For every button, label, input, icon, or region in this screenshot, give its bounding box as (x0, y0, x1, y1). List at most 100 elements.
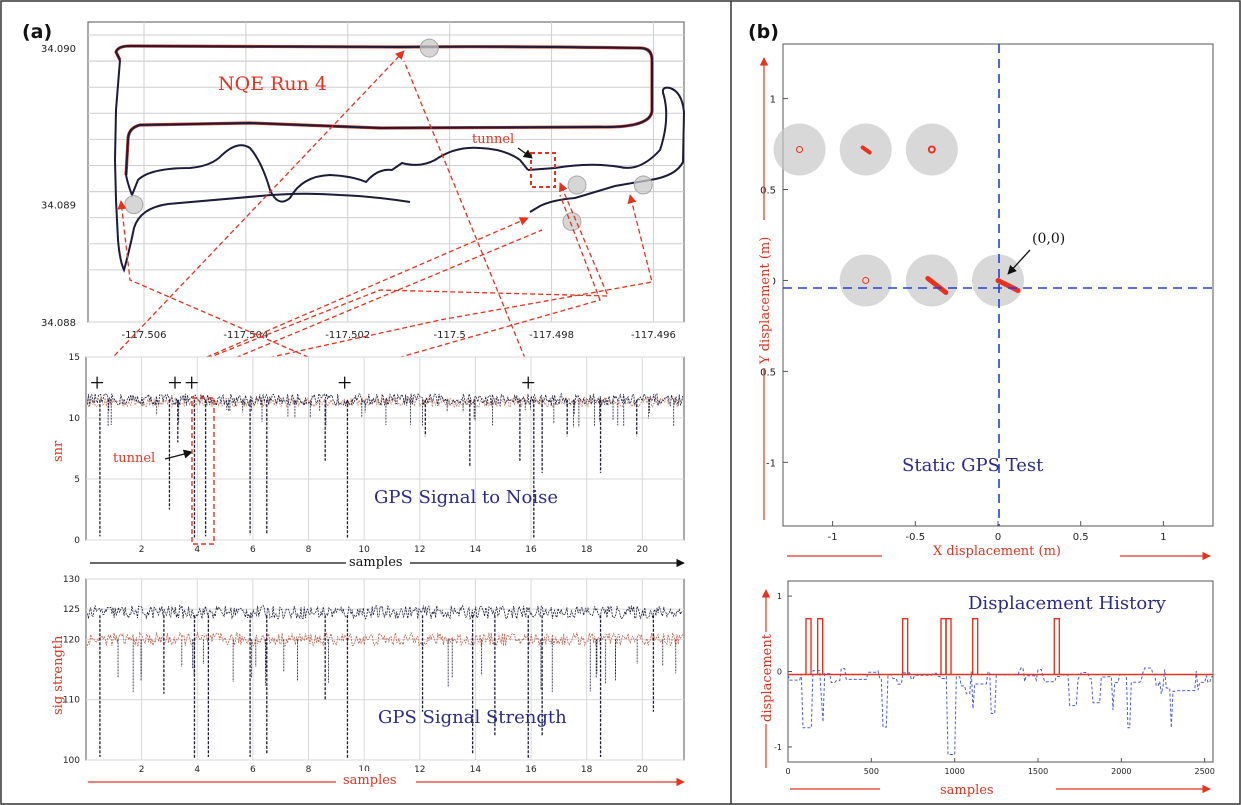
displacement-chart: 0 500 1000 1500 2000 2500 1 0 -1 Displacement Hi… (757, 580, 1215, 798)
strength-x-tick: 18 (581, 765, 593, 775)
disp-x-tick: 2500 (1194, 767, 1214, 776)
static-x-tick: -1 (828, 532, 838, 543)
snr-series (87, 376, 683, 538)
static-position-trace (796, 145, 804, 153)
static-y-tick: -1 (766, 458, 776, 469)
strength-x-tick: 8 (306, 765, 312, 775)
static-ylabel-bg (755, 220, 773, 368)
snr-x-tick: 20 (637, 545, 649, 555)
disp-y-tick: -1 (774, 743, 782, 752)
disp-x-tick: 1000 (944, 767, 964, 776)
strength-series (87, 604, 683, 759)
disp-spike (901, 618, 909, 675)
disp-spike (816, 618, 824, 675)
snr-plus-marker (185, 376, 198, 389)
static-position-trace (860, 145, 872, 155)
snr-x-tick: 4 (194, 545, 200, 555)
map-x-tick: -117.504 (223, 330, 268, 341)
map-chart: -117.506 -117.504 -117.502 -117.5 -117.498 -1… (41, 21, 686, 341)
snr-plus-marker (169, 376, 182, 389)
strength-x-tick: 14 (470, 765, 482, 775)
static-origin-arrow (1007, 249, 1031, 275)
strength-series-line (87, 631, 683, 647)
disp-spike (1053, 618, 1061, 675)
disp-x-tick: 0 (785, 767, 790, 776)
strength-y-tick: 110 (63, 696, 80, 706)
disp-ylabel: displacement (760, 633, 775, 722)
map-tunnel-arrow (517, 147, 533, 159)
static-x-tick: 0 (995, 532, 1001, 543)
strength-x-tick: 12 (414, 765, 425, 775)
disp-xlabel: samples (940, 783, 994, 798)
map-y-tick: 34.088 (41, 318, 76, 329)
strength-series-line (87, 604, 683, 621)
disp-x-tick: 2000 (1111, 767, 1131, 776)
snr-tunnel-box (191, 397, 215, 545)
map-x-tick: -117.496 (631, 330, 676, 341)
map-marker-circle (124, 195, 144, 215)
static-position-disc (905, 123, 958, 176)
map-x-tick: -117.506 (122, 330, 167, 341)
snr-chart: 2 4 6 8 10 12 14 16 18 20 15 10 5 0 snr GPS Signal to… (51, 353, 685, 571)
strength-title: GPS Signal Strength (378, 707, 567, 728)
snr-xlabel-bg (346, 553, 410, 571)
snr-plus-marker (522, 376, 535, 389)
static-y-tick: 0.5 (760, 367, 776, 378)
route-left-leg (113, 59, 411, 273)
disp-plot-frame (787, 580, 1214, 763)
static-position-trace (925, 275, 949, 295)
disp-title: Displacement History (968, 593, 1167, 614)
static-origin-label: (0,0) (1032, 231, 1065, 247)
disp-series (787, 618, 1214, 755)
map-tunnel-label: tunnel (472, 132, 514, 147)
snr-x-tick: 12 (414, 545, 425, 555)
panel-b-label: (b) (748, 21, 779, 43)
map-tunnel-box (530, 152, 556, 188)
strength-y-tick: 125 (63, 605, 80, 615)
snr-x-tick: 14 (470, 545, 482, 555)
snr-tunnel-label: tunnel (113, 451, 155, 466)
static-title: Static GPS Test (902, 455, 1044, 476)
snr-tunnel-arrow (164, 449, 193, 460)
static-position-trace (927, 145, 936, 154)
static-x-tick: 1 (1160, 532, 1166, 543)
disp-ylabel-bg (757, 632, 775, 724)
strength-x-tick: 2 (139, 765, 145, 775)
static-y-tick: 1 (770, 95, 776, 106)
strength-y-tick: 130 (63, 575, 80, 585)
strength-xlabel-bg (336, 771, 416, 789)
disp-spike (805, 618, 812, 675)
static-ylabel: Y displacement (m) (758, 237, 773, 365)
map-y-tick: 34.089 (41, 201, 76, 212)
snr-y-tick: 10 (69, 414, 81, 424)
map-marker-circle (419, 38, 439, 58)
disp-spike (971, 618, 979, 675)
disp-spike (945, 618, 952, 675)
map-x-tick: -117.498 (529, 330, 574, 341)
snr-plus-marker (91, 376, 104, 389)
strength-x-tick: 10 (358, 765, 370, 775)
static-x-tick: 0.5 (1073, 532, 1089, 543)
panel-a-label: (a) (22, 21, 52, 43)
map-x-tick: -117.502 (325, 330, 370, 341)
snr-xlabel: samples (349, 555, 403, 570)
disp-y-tick: 0 (777, 668, 782, 677)
map-y-tick: 34.090 (41, 44, 76, 55)
snr-x-tick: 10 (358, 545, 370, 555)
map-marker-circle (633, 175, 653, 195)
disp-y-tick: 1 (777, 592, 782, 601)
snr-ylabel: snr (51, 440, 66, 462)
map-x-tick: -117.5 (434, 330, 466, 341)
snr-y-tick: 5 (74, 475, 80, 485)
snr-title: GPS Signal to Noise (374, 487, 558, 508)
snr-x-tick: 6 (250, 545, 256, 555)
static-x-tick: -0.5 (906, 532, 926, 543)
snr-y-tick: 0 (74, 536, 80, 546)
strength-x-tick: 4 (194, 765, 200, 775)
snr-plot-frame (85, 356, 685, 541)
disp-x-tick: 1500 (1028, 767, 1048, 776)
snr-y-tick: 15 (69, 353, 80, 363)
static-y-tick: 0.5 (760, 186, 776, 197)
